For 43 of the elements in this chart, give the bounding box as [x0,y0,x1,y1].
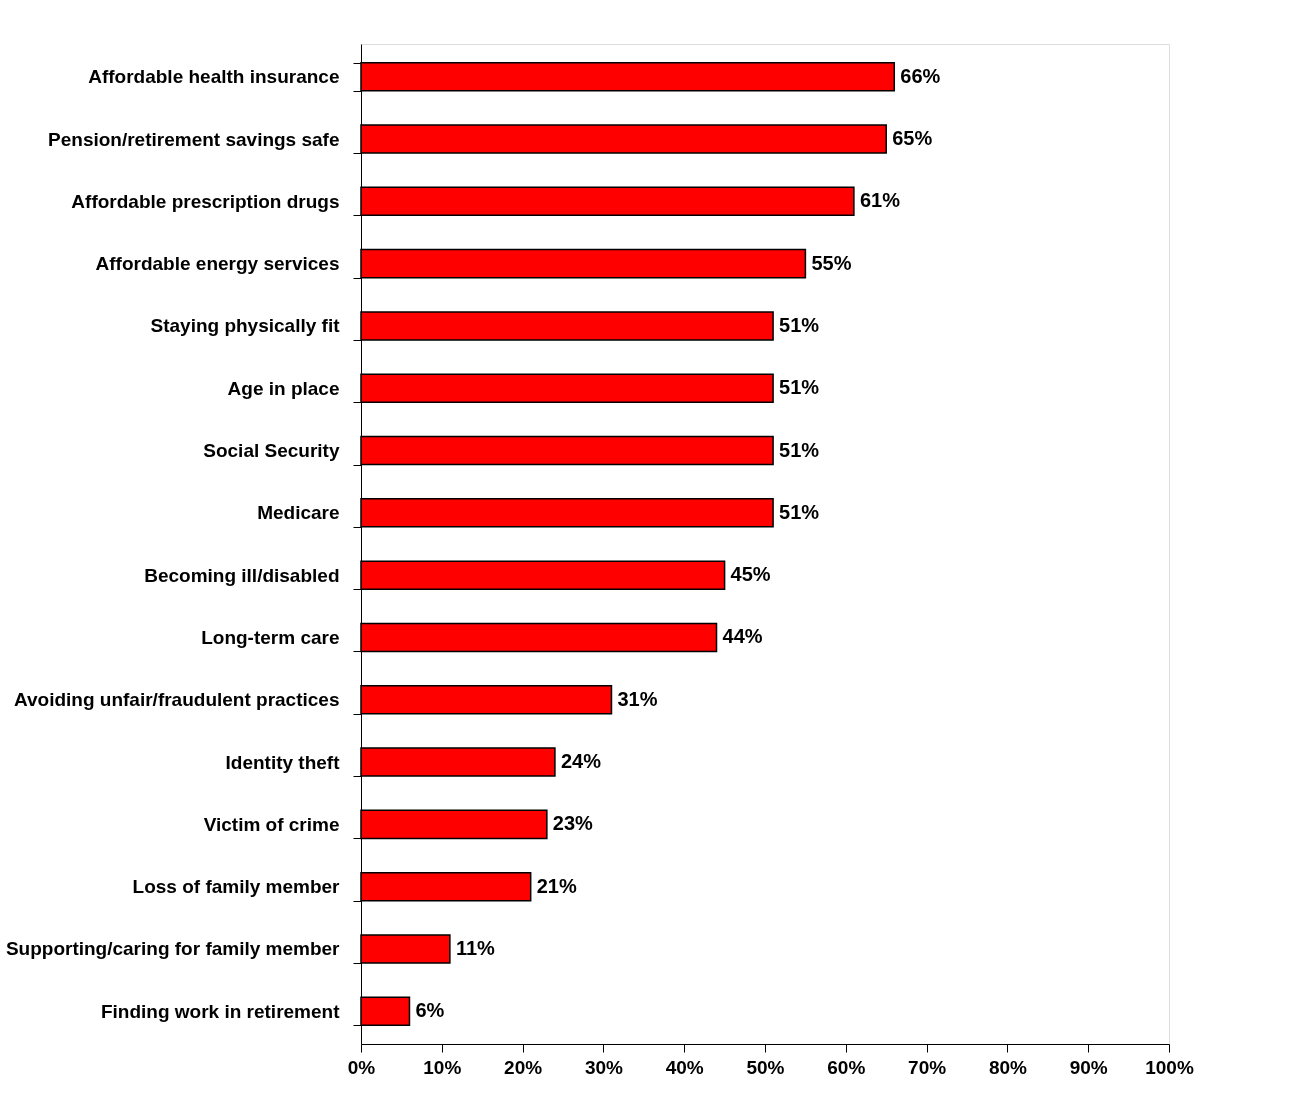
data-label: 65% [892,127,933,150]
x-tick-label: 60% [827,1056,866,1078]
y-tick-label: Medicare [257,502,340,524]
x-tick-label: 30% [584,1056,624,1078]
x-tick-label: 90% [1069,1056,1108,1078]
x-tick-label: 40% [665,1056,704,1078]
y-tick-label: Affordable prescription drugs [71,190,340,212]
y-tick-label: Loss of family member [132,876,341,898]
data-label: 66% [900,64,941,87]
y-tick-label: Finding work in retirement [100,1000,341,1022]
y-tick-label: Affordable energy services [95,253,340,275]
data-label: 45% [730,563,771,586]
y-tick-label: Age in place [227,377,340,399]
y-tick-label: Identity theft [225,751,341,773]
y-tick-label: Becoming ill/disabled [144,564,340,586]
x-tick-label: 0% [347,1056,376,1078]
data-label: 51% [779,438,820,461]
data-label: 44% [722,625,763,648]
data-label: 21% [536,874,577,897]
data-label: 6% [415,999,445,1022]
data-label: 61% [859,189,901,212]
y-tick-label: Long-term care [201,626,340,648]
x-tick-label: 20% [504,1056,543,1078]
data-label: 51% [779,313,820,336]
y-tick-label: Social Security [203,440,340,462]
data-label: 55% [811,251,852,274]
data-label: 11% [455,936,496,959]
y-tick-label: Avoiding unfair/fraudulent practices [13,689,340,711]
data-label: 51% [779,500,820,523]
data-label: 23% [552,812,594,835]
data-label: 31% [617,687,658,710]
x-tick-label: 10% [423,1056,462,1078]
y-tick-label: Affordable health insurance [88,66,340,88]
data-label: 24% [560,750,602,773]
x-tick-label: 50% [746,1056,785,1078]
data-label: 51% [779,376,820,399]
x-tick-label: 100% [1145,1056,1194,1078]
y-tick-label: Pension/retirement savings safe [48,128,340,150]
y-tick-label: Victim of crime [203,813,340,835]
x-tick-label: 70% [908,1056,947,1078]
x-tick-label: 80% [988,1056,1028,1078]
y-tick-label: Staying physically fit [150,315,341,337]
y-tick-label: Supporting/caring for family member [5,938,341,960]
